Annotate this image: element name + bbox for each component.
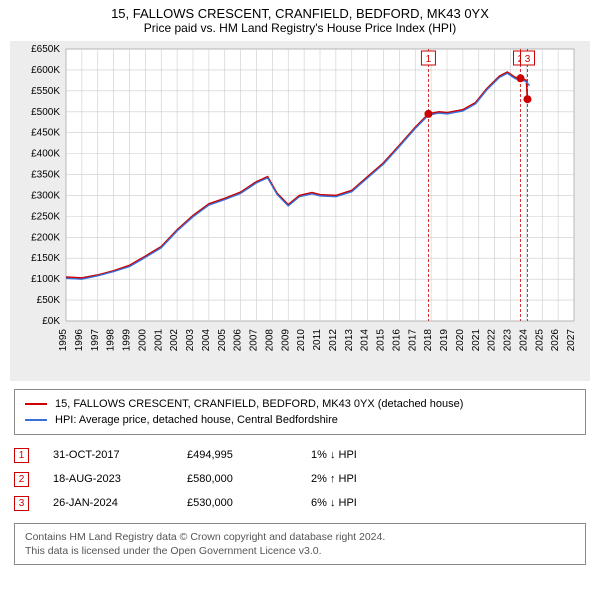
svg-text:2001: 2001 — [153, 329, 164, 352]
svg-text:2003: 2003 — [185, 329, 196, 352]
svg-text:£50K: £50K — [37, 295, 61, 306]
svg-text:£350K: £350K — [31, 170, 60, 181]
marker-number-icon: 1 — [14, 448, 29, 463]
svg-text:2015: 2015 — [376, 329, 387, 352]
svg-text:1999: 1999 — [122, 329, 133, 352]
svg-text:2010: 2010 — [296, 329, 307, 352]
svg-text:£0K: £0K — [42, 316, 60, 327]
legend-label: HPI: Average price, detached house, Cent… — [55, 412, 338, 428]
svg-text:£600K: £600K — [31, 65, 60, 76]
tx-date: 18-AUG-2023 — [53, 473, 163, 485]
svg-text:2004: 2004 — [201, 329, 212, 352]
svg-text:1: 1 — [426, 54, 432, 65]
svg-text:2020: 2020 — [455, 329, 466, 352]
svg-text:2000: 2000 — [137, 329, 148, 352]
svg-text:1995: 1995 — [58, 329, 69, 352]
tx-date: 26-JAN-2024 — [53, 497, 163, 509]
svg-text:1998: 1998 — [106, 329, 117, 352]
svg-text:2013: 2013 — [344, 329, 355, 352]
footer-box: Contains HM Land Registry data © Crown c… — [14, 523, 586, 565]
svg-text:2026: 2026 — [550, 329, 561, 352]
svg-text:2023: 2023 — [503, 329, 514, 352]
svg-text:2006: 2006 — [233, 329, 244, 352]
tx-price: £580,000 — [187, 473, 287, 485]
tx-delta: 6% ↓ HPI — [311, 497, 431, 509]
svg-text:2027: 2027 — [566, 329, 577, 352]
svg-text:2008: 2008 — [264, 329, 275, 352]
svg-text:£450K: £450K — [31, 128, 60, 139]
svg-text:£500K: £500K — [31, 107, 60, 118]
legend-swatch-icon — [25, 403, 47, 405]
tx-date: 31-OCT-2017 — [53, 449, 163, 461]
chart-title: 15, FALLOWS CRESCENT, CRANFIELD, BEDFORD… — [0, 0, 600, 21]
svg-text:2007: 2007 — [249, 329, 260, 352]
legend-swatch-icon — [25, 419, 47, 421]
svg-text:1996: 1996 — [74, 329, 85, 352]
svg-text:2021: 2021 — [471, 329, 482, 352]
tx-price: £494,995 — [187, 449, 287, 461]
svg-text:£250K: £250K — [31, 211, 60, 222]
legend-box: 15, FALLOWS CRESCENT, CRANFIELD, BEDFORD… — [14, 389, 586, 435]
transactions-table: 1 31-OCT-2017 £494,995 1% ↓ HPI 2 18-AUG… — [14, 443, 586, 515]
svg-text:£550K: £550K — [31, 86, 60, 97]
svg-text:2009: 2009 — [280, 329, 291, 352]
svg-text:2024: 2024 — [518, 329, 529, 352]
svg-text:2016: 2016 — [391, 329, 402, 352]
chart-area: £0K £50K £100K £150K £200K £250K £300K £350K £40… — [10, 41, 590, 381]
footer-line: This data is licensed under the Open Gov… — [25, 544, 575, 558]
table-row: 1 31-OCT-2017 £494,995 1% ↓ HPI — [14, 443, 586, 467]
svg-text:2002: 2002 — [169, 329, 180, 352]
chart-subtitle: Price paid vs. HM Land Registry's House … — [0, 21, 600, 41]
marker-number-icon: 3 — [14, 496, 29, 511]
svg-text:2011: 2011 — [312, 329, 323, 351]
svg-text:£400K: £400K — [31, 149, 60, 160]
table-row: 2 18-AUG-2023 £580,000 2% ↑ HPI — [14, 467, 586, 491]
line-chart-svg: £0K £50K £100K £150K £200K £250K £300K £350K £40… — [10, 41, 590, 381]
tx-delta: 1% ↓ HPI — [311, 449, 431, 461]
svg-text:2017: 2017 — [407, 329, 418, 352]
svg-text:2025: 2025 — [534, 329, 545, 352]
svg-text:£150K: £150K — [31, 253, 60, 264]
marker-number-icon: 2 — [14, 472, 29, 487]
svg-text:£100K: £100K — [31, 274, 60, 285]
footer-line: Contains HM Land Registry data © Crown c… — [25, 530, 575, 544]
svg-text:£200K: £200K — [31, 232, 60, 243]
svg-text:2014: 2014 — [360, 329, 371, 352]
svg-text:£650K: £650K — [31, 44, 60, 55]
svg-text:2018: 2018 — [423, 329, 434, 352]
legend-label: 15, FALLOWS CRESCENT, CRANFIELD, BEDFORD… — [55, 396, 463, 412]
svg-text:2019: 2019 — [439, 329, 450, 352]
svg-text:£300K: £300K — [31, 190, 60, 201]
svg-text:2005: 2005 — [217, 329, 228, 352]
tx-delta: 2% ↑ HPI — [311, 473, 431, 485]
svg-text:3: 3 — [525, 54, 531, 65]
svg-text:1997: 1997 — [90, 329, 101, 352]
svg-text:2012: 2012 — [328, 329, 339, 352]
legend-item: 15, FALLOWS CRESCENT, CRANFIELD, BEDFORD… — [25, 396, 575, 412]
svg-text:2022: 2022 — [487, 329, 498, 352]
table-row: 3 26-JAN-2024 £530,000 6% ↓ HPI — [14, 491, 586, 515]
legend-item: HPI: Average price, detached house, Cent… — [25, 412, 575, 428]
tx-price: £530,000 — [187, 497, 287, 509]
